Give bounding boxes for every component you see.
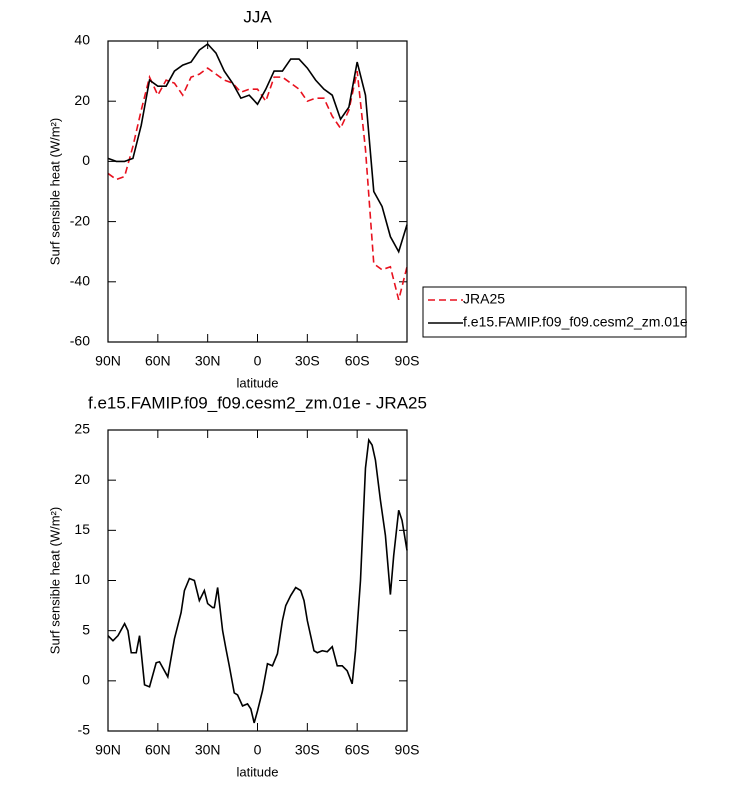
x-axis-label: latitude (237, 764, 279, 779)
x-tick-label: 30N (195, 353, 221, 369)
y-axis-label: Surf sensible heat (W/m²) (47, 118, 62, 265)
plot-frame (107, 429, 408, 732)
y-tick-label: -5 (78, 722, 91, 738)
data-line (107, 437, 408, 724)
x-tick-label: 90N (95, 742, 121, 758)
x-tick-label: 60S (345, 353, 370, 369)
x-tick-label: 60N (145, 353, 171, 369)
y-tick-label: 0 (82, 152, 90, 168)
y-axis-label: Surf sensible heat (W/m²) (47, 507, 62, 654)
y-tick-label: -60 (70, 333, 90, 349)
x-tick-label: 30S (295, 742, 320, 758)
y-tick-label: 15 (74, 521, 90, 537)
data-line (107, 42, 408, 254)
x-tick-label: 30N (195, 742, 221, 758)
x-tick-label: 90N (95, 353, 121, 369)
legend-label: JRA25 (463, 291, 505, 307)
y-tick-label: -40 (70, 273, 90, 289)
x-tick-label: 0 (254, 353, 262, 369)
x-tick-label: 30S (295, 353, 320, 369)
y-tick-label: 20 (74, 471, 90, 487)
y-tick-label: 25 (74, 421, 90, 437)
x-tick-label: 90S (395, 742, 420, 758)
y-tick-label: 0 (82, 672, 90, 688)
data-line (107, 67, 408, 301)
x-tick-label: 60S (345, 742, 370, 758)
x-axis-label: latitude (237, 375, 279, 390)
legend-box (422, 286, 687, 338)
y-tick-label: 10 (74, 571, 90, 587)
plot-frame (107, 40, 408, 343)
x-tick-label: 0 (254, 742, 262, 758)
x-tick-label: 90S (395, 353, 420, 369)
y-tick-label: 20 (74, 92, 90, 108)
y-tick-label: -20 (70, 212, 90, 228)
y-tick-label: 5 (82, 621, 90, 637)
legend-label: f.e15.FAMIP.f09_f09.cesm2_zm.01e (463, 314, 688, 330)
chart-title: f.e15.FAMIP.f09_f09.cesm2_zm.01e - JRA25 (88, 393, 427, 412)
x-tick-label: 60N (145, 742, 171, 758)
chart-title: JJA (243, 7, 272, 26)
y-tick-label: 40 (74, 32, 90, 48)
